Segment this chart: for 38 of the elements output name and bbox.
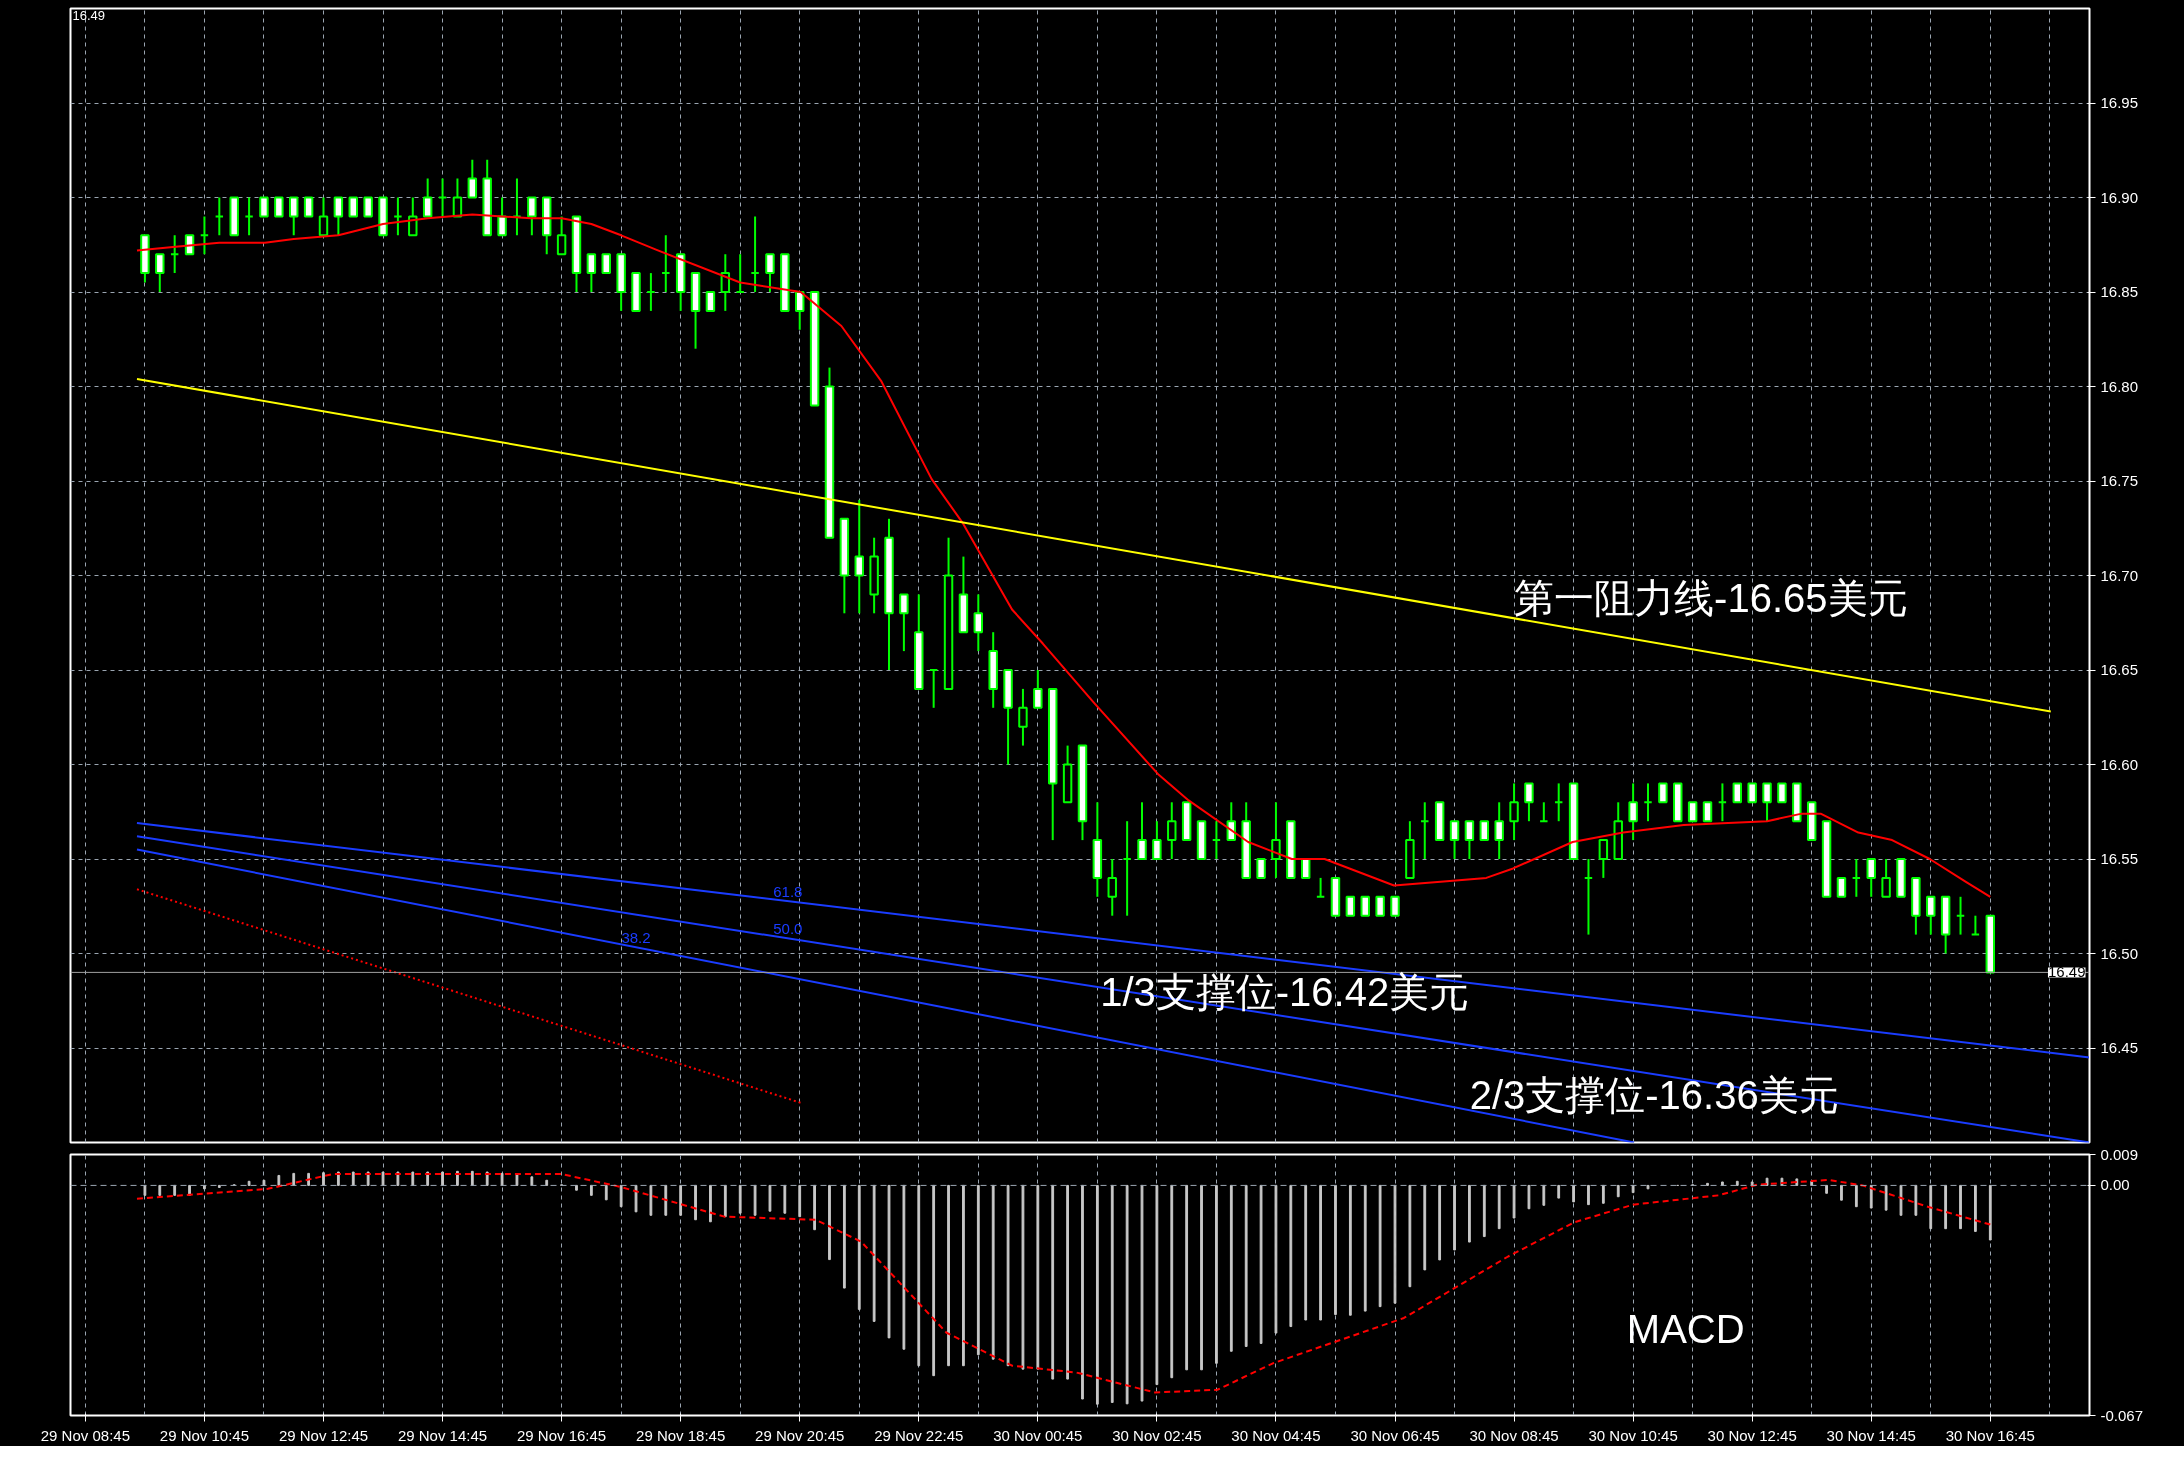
x-tick-label: 29 Nov 10:45 [159,1426,250,1444]
y-tick-label: 0.009 [2100,1145,2139,1163]
x-tick-label: 29 Nov 20:45 [755,1426,845,1444]
series-label: 50.0 [773,920,803,938]
y-tick-label: 16.80 [2100,377,2139,395]
x-tick-label: 30 Nov 12:45 [1707,1426,1797,1444]
x-tick-label: 29 Nov 14:45 [397,1426,488,1444]
y-tick-label: 16.60 [2100,755,2139,773]
y-tick-label: 16.45 [2100,1039,2139,1056]
ref-line-label: 16.49 [2047,963,2086,981]
x-tick-label: 29 Nov 22:45 [874,1426,964,1444]
x-tick-label: 29 Nov 12:45 [278,1426,369,1444]
y-tick-label: 16.55 [2100,850,2139,867]
x-tick-label: 30 Nov 08:45 [1469,1426,1559,1444]
x-tick-label: 30 Nov 04:45 [1231,1426,1321,1444]
y-tick-label: 16.95 [2100,94,2139,111]
x-tick-label: 30 Nov 16:45 [1945,1426,2035,1444]
x-tick-label: 30 Nov 10:45 [1588,1426,1678,1444]
y-tick-label: 16.90 [2100,188,2139,206]
y-tick-label: 16.65 [2100,661,2139,678]
annotation: 16.49 [72,7,106,23]
series-label: 38.2 [621,929,651,947]
x-tick-label: 30 Nov 00:45 [993,1426,1083,1444]
x-tick-label: 29 Nov 16:45 [516,1426,607,1444]
x-tick-label: 30 Nov 14:45 [1826,1426,1916,1444]
annotation: 第一阻力线-16.65美元 [1514,576,1908,621]
x-tick-label: 30 Nov 02:45 [1112,1426,1202,1444]
series-label: 61.8 [773,883,803,901]
x-tick-label: 29 Nov 08:45 [40,1426,130,1444]
y-tick-label: -0.067 [2100,1406,2144,1424]
annotation: MACD [1626,1306,1745,1351]
y-tick-label: 16.50 [2100,944,2139,962]
y-tick-label: 16.85 [2100,283,2139,300]
y-tick-label: 16.70 [2100,566,2139,584]
y-tick-label: 0.00 [2100,1176,2130,1194]
x-tick-label: 29 Nov 18:45 [636,1426,726,1444]
x-tick-label: 30 Nov 06:45 [1350,1426,1440,1444]
y-tick-label: 16.75 [2100,472,2139,489]
